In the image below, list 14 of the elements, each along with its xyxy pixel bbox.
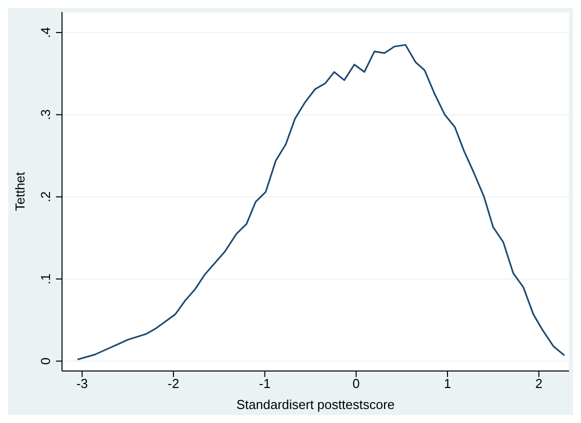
y-axis-title: Tetthet [12, 172, 28, 212]
x-axis-title: Standardisert posttestscore [236, 397, 395, 412]
y-tick-label: .3 [38, 109, 53, 120]
line-series [76, 44, 566, 360]
y-tick-label: .1 [38, 274, 53, 284]
y-tick-label: .4 [38, 27, 53, 38]
x-tick-label: 1 [444, 376, 452, 392]
x-tick-label: -3 [76, 376, 88, 392]
y-tick-label: 0 [38, 358, 53, 365]
x-tick-label: 2 [535, 376, 542, 392]
x-tick-label: -2 [168, 376, 180, 392]
x-tick-label: 0 [352, 376, 360, 392]
y-tick-label: .2 [38, 191, 53, 202]
x-tick-label: -1 [259, 376, 271, 392]
